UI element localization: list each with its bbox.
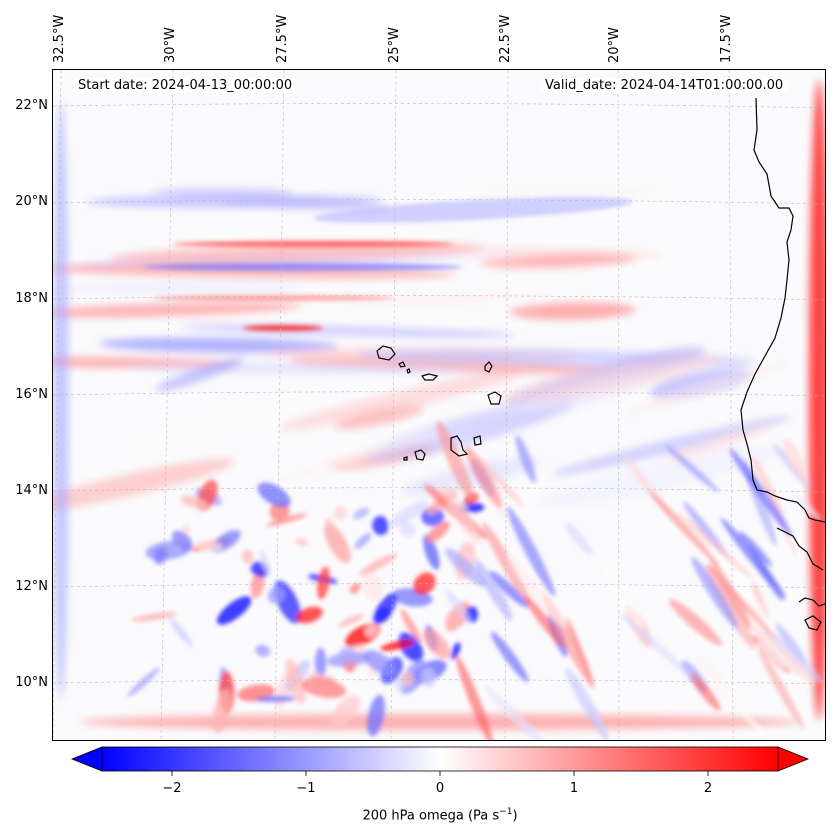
colorbar-tick-1: 1 (569, 781, 579, 796)
lat-label-12n: 12°N (15, 579, 48, 594)
lat-label-22n: 22°N (15, 98, 48, 113)
coastline (740, 97, 825, 631)
lat-label-18n: 18°N (15, 291, 48, 306)
lat-label-20n: 20°N (15, 194, 48, 209)
omega-field-layer (53, 80, 825, 730)
omega-field-detail (127, 196, 823, 740)
colorbar-tick-neg2: −2 (162, 781, 182, 796)
lon-label-30w: 30°W (163, 27, 178, 63)
omega-field (53, 70, 825, 740)
graticule (53, 70, 825, 740)
colorbar-gradient (101, 746, 779, 772)
lon-label-27-5w: 27.5°W (275, 14, 290, 63)
lon-label-32-5w: 32.5°W (52, 14, 67, 63)
colorbar-extend-low (70, 746, 103, 772)
lat-label-10n: 10°N (15, 675, 48, 690)
lon-label-20w: 20°W (607, 27, 622, 63)
lon-label-17-5w: 17.5°W (719, 14, 734, 63)
lat-label-14n: 14°N (15, 483, 48, 498)
colorbar-tick-0: 0 (435, 781, 445, 796)
colorbar-extend-high (777, 746, 810, 772)
colorbar-tick-2: 2 (703, 781, 713, 796)
lon-label-22-5w: 22.5°W (498, 14, 513, 63)
valid-date-label: Valid_date: 2024-04-14T01:00:00.00 (541, 78, 788, 93)
lon-label-25w: 25°W (387, 27, 402, 63)
colorbar-tick-neg1: −1 (296, 781, 316, 796)
lat-label-16n: 16°N (15, 387, 48, 402)
colorbar (70, 746, 810, 776)
cape-verde-islands (376, 345, 502, 461)
colorbar-label: 200 hPa omega (Pa s−1) (362, 807, 518, 824)
omega-map[interactable] (52, 69, 826, 741)
start-date-label: Start date: 2024-04-13_00:00:00 (74, 78, 297, 93)
